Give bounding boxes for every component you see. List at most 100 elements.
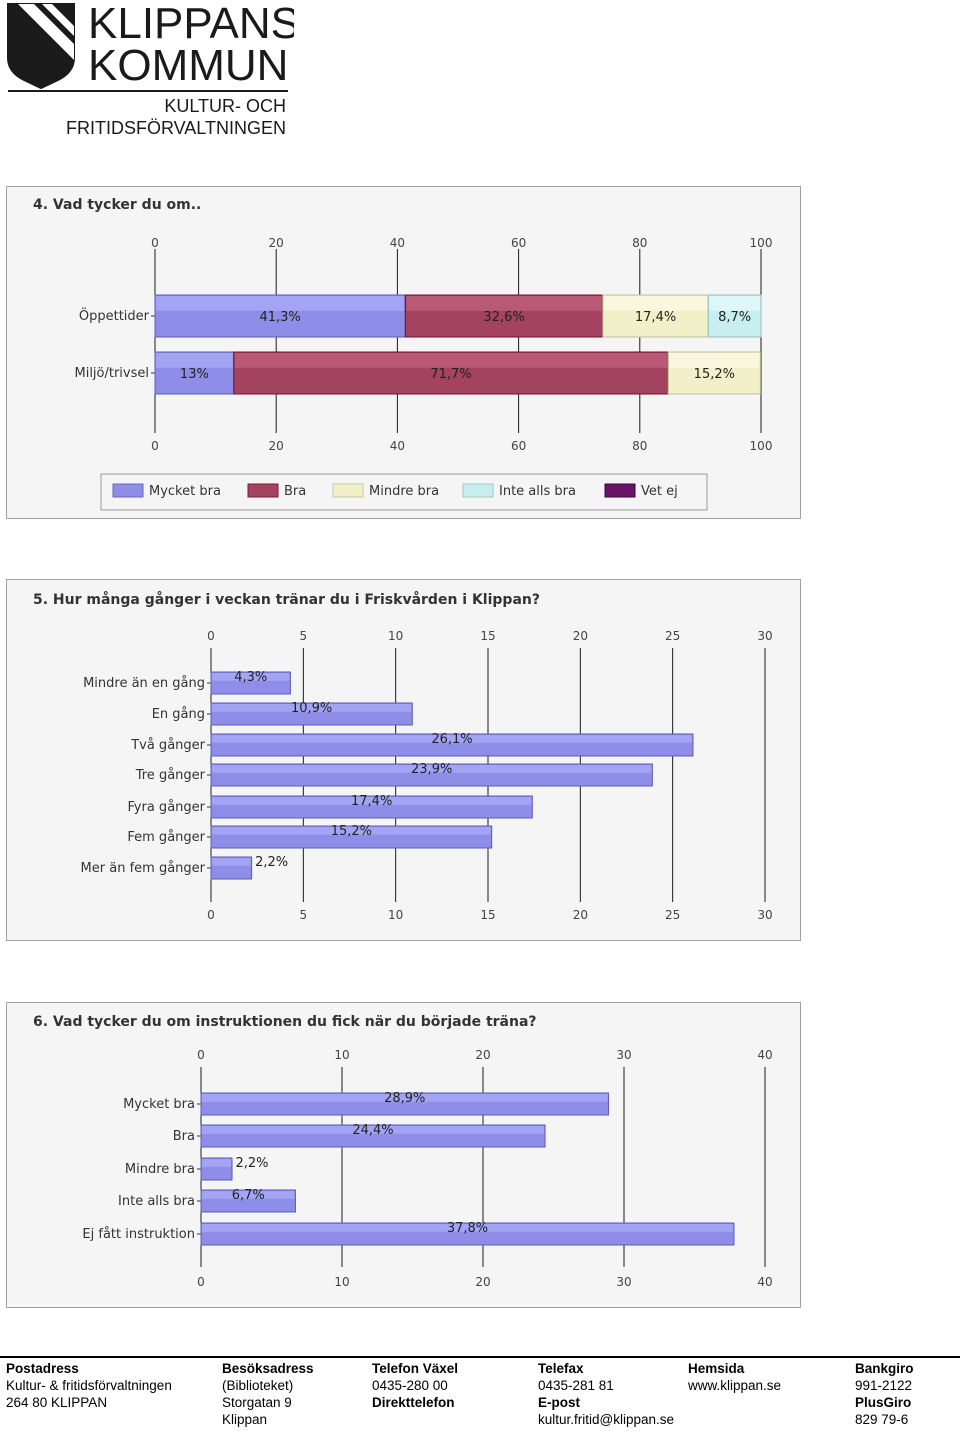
category-label: Tre gånger [135, 768, 206, 783]
chart4-svg: 4. Vad tycker du om.. 0 20 40 60 80 100 0 20 40… [33, 197, 773, 511]
data-label: 41,3% [259, 310, 300, 325]
footer-line: 264 80 KLIPPAN [6, 1395, 108, 1410]
bar-highlight [202, 1094, 608, 1102]
data-label: 8,7% [718, 310, 751, 325]
x-tick-label-top: 25 [665, 629, 680, 643]
x-tick-label-top: 30 [616, 1048, 631, 1062]
footer-line: Kultur- & fritidsförvaltningen [6, 1378, 172, 1393]
data-label: 17,4% [351, 794, 392, 809]
legend-swatch [332, 483, 364, 498]
x-tick-label-top: 10 [388, 629, 403, 643]
x-tick-label-bottom: 20 [269, 439, 284, 453]
footer-line [688, 1411, 781, 1428]
data-label: 2,2% [255, 855, 288, 870]
x-tick-label-top: 20 [573, 629, 588, 643]
klippans-kommun-logo: KLIPPANS KOMMUN KULTUR- OCH FRITIDSFÖRVA… [4, 0, 300, 140]
x-tick-label-bottom: 40 [390, 439, 405, 453]
chart-vad-tycker-du-om: 4. Vad tycker du om.. 0 20 40 60 80 100 0 20 40… [6, 186, 801, 519]
x-tick-label-top: 60 [511, 236, 526, 250]
footer-col-besoksadress: Besöksadress (Biblioteket) Storgatan 9 K… [222, 1360, 314, 1428]
x-tick-label-bottom: 100 [750, 439, 773, 453]
chart-instruktion: 6. Vad tycker du om instruktionen du fic… [6, 1002, 801, 1308]
footer-line [688, 1394, 781, 1411]
category-label: Inte alls bra [118, 1194, 195, 1209]
x-tick-label-bottom: 80 [632, 439, 647, 453]
bar-highlight [212, 858, 251, 866]
bar-highlight [212, 765, 652, 773]
data-label: 15,2% [694, 367, 735, 382]
footer-heading: Telefon Växel [372, 1361, 459, 1376]
footer-line [6, 1411, 172, 1428]
bar-highlight [202, 1224, 733, 1232]
data-label: 28,9% [384, 1091, 425, 1106]
footer-website-link[interactable]: www.klippan.se [688, 1378, 782, 1393]
stacked-bar-segment-highlight [156, 296, 405, 311]
category-label: Fem gånger [127, 830, 205, 845]
x-tick-label-top: 15 [480, 629, 495, 643]
bar-highlight [202, 1191, 295, 1199]
stacked-bar-segment-highlight [156, 353, 233, 368]
footer-email-link[interactable]: kultur.fritid@klippan.se [538, 1412, 675, 1427]
stacked-bar-segment-highlight [709, 296, 760, 311]
footer-line: 0435-280 00 [372, 1378, 448, 1393]
legend-swatch [112, 483, 144, 498]
x-tick-label-bottom: 15 [480, 908, 495, 922]
data-label: 2,2% [236, 1156, 269, 1171]
data-label: 17,4% [635, 310, 676, 325]
bar-highlight [212, 797, 532, 805]
category-label: Mindre bra [125, 1162, 195, 1177]
footer-line: 829 79-6 [855, 1412, 909, 1427]
category-label: Bra [173, 1129, 195, 1144]
legend-swatch [604, 483, 636, 498]
data-label: 15,2% [331, 824, 372, 839]
data-label: 26,1% [431, 732, 472, 747]
data-label: 32,6% [483, 310, 524, 325]
x-tick-label-top: 80 [632, 236, 647, 250]
data-label: 23,9% [411, 762, 452, 777]
data-label: 10,9% [291, 701, 332, 716]
x-tick-label-bottom: 0 [151, 439, 159, 453]
stacked-bar-segment-highlight [406, 296, 602, 311]
footer-subheading: Direkttelefon [372, 1395, 455, 1410]
footer-line: 0435-281 81 [538, 1378, 614, 1393]
x-tick-label-bottom: 20 [573, 908, 588, 922]
x-tick-label-bottom: 30 [757, 908, 772, 922]
chart-traningsfrekvens: 5. Hur många gånger i veckan tränar du i… [6, 579, 801, 941]
x-tick-label-top: 20 [269, 236, 284, 250]
coat-of-arms-icon: KLIPPANS KOMMUN KULTUR- OCH FRITIDSFÖRVA… [7, 0, 300, 138]
category-label: Två gånger [130, 738, 205, 753]
legend-swatch [247, 483, 279, 498]
x-tick-label-top: 40 [390, 236, 405, 250]
bar-highlight [212, 735, 692, 743]
x-tick-label-bottom: 0 [207, 908, 215, 922]
x-tick-label-bottom: 30 [616, 1275, 631, 1289]
footer-subheading: E-post [538, 1395, 580, 1410]
footer-col-bankgiro: Bankgiro 991-2122 PlusGiro 829 79-6 [855, 1360, 914, 1428]
x-tick-label-bottom: 40 [757, 1275, 772, 1289]
footer-heading: Besöksadress [222, 1361, 314, 1376]
logo-name-line1: KLIPPANS [88, 0, 294, 48]
x-tick-label-top: 0 [197, 1048, 205, 1062]
bar-highlight [212, 704, 412, 712]
footer-col-postadress: Postadress Kultur- & fritidsförvaltninge… [6, 1360, 172, 1428]
chart4-title: 4. Vad tycker du om.. [33, 197, 201, 213]
footer-heading: Postadress [6, 1361, 79, 1376]
data-label: 37,8% [447, 1221, 488, 1236]
footer-col-telefon: Telefon Växel 0435-280 00 Direkttelefon [372, 1360, 458, 1428]
footer-contact-info: Postadress Kultur- & fritidsförvaltninge… [0, 1356, 960, 1435]
bar-highlight [202, 1126, 545, 1134]
legend-label: Mindre bra [369, 484, 439, 499]
logo-dept-line2: FRITIDSFÖRVALTNINGEN [66, 118, 286, 138]
bar-highlight [202, 1159, 232, 1167]
x-tick-label-bottom: 25 [665, 908, 680, 922]
category-label: Mycket bra [123, 1097, 195, 1112]
data-label: 71,7% [430, 367, 471, 382]
legend-label: Bra [284, 484, 306, 499]
x-tick-label-bottom: 10 [388, 908, 403, 922]
footer-line: Storgatan 9 [222, 1395, 292, 1410]
footer-col-hemsida: Hemsida www.klippan.se [688, 1360, 781, 1428]
x-tick-label-top: 0 [207, 629, 215, 643]
data-label: 4,3% [234, 670, 267, 685]
chart5-svg: 5. Hur många gånger i veckan tränar du i… [33, 591, 773, 922]
category-label: Ej fått instruktion [82, 1227, 195, 1242]
